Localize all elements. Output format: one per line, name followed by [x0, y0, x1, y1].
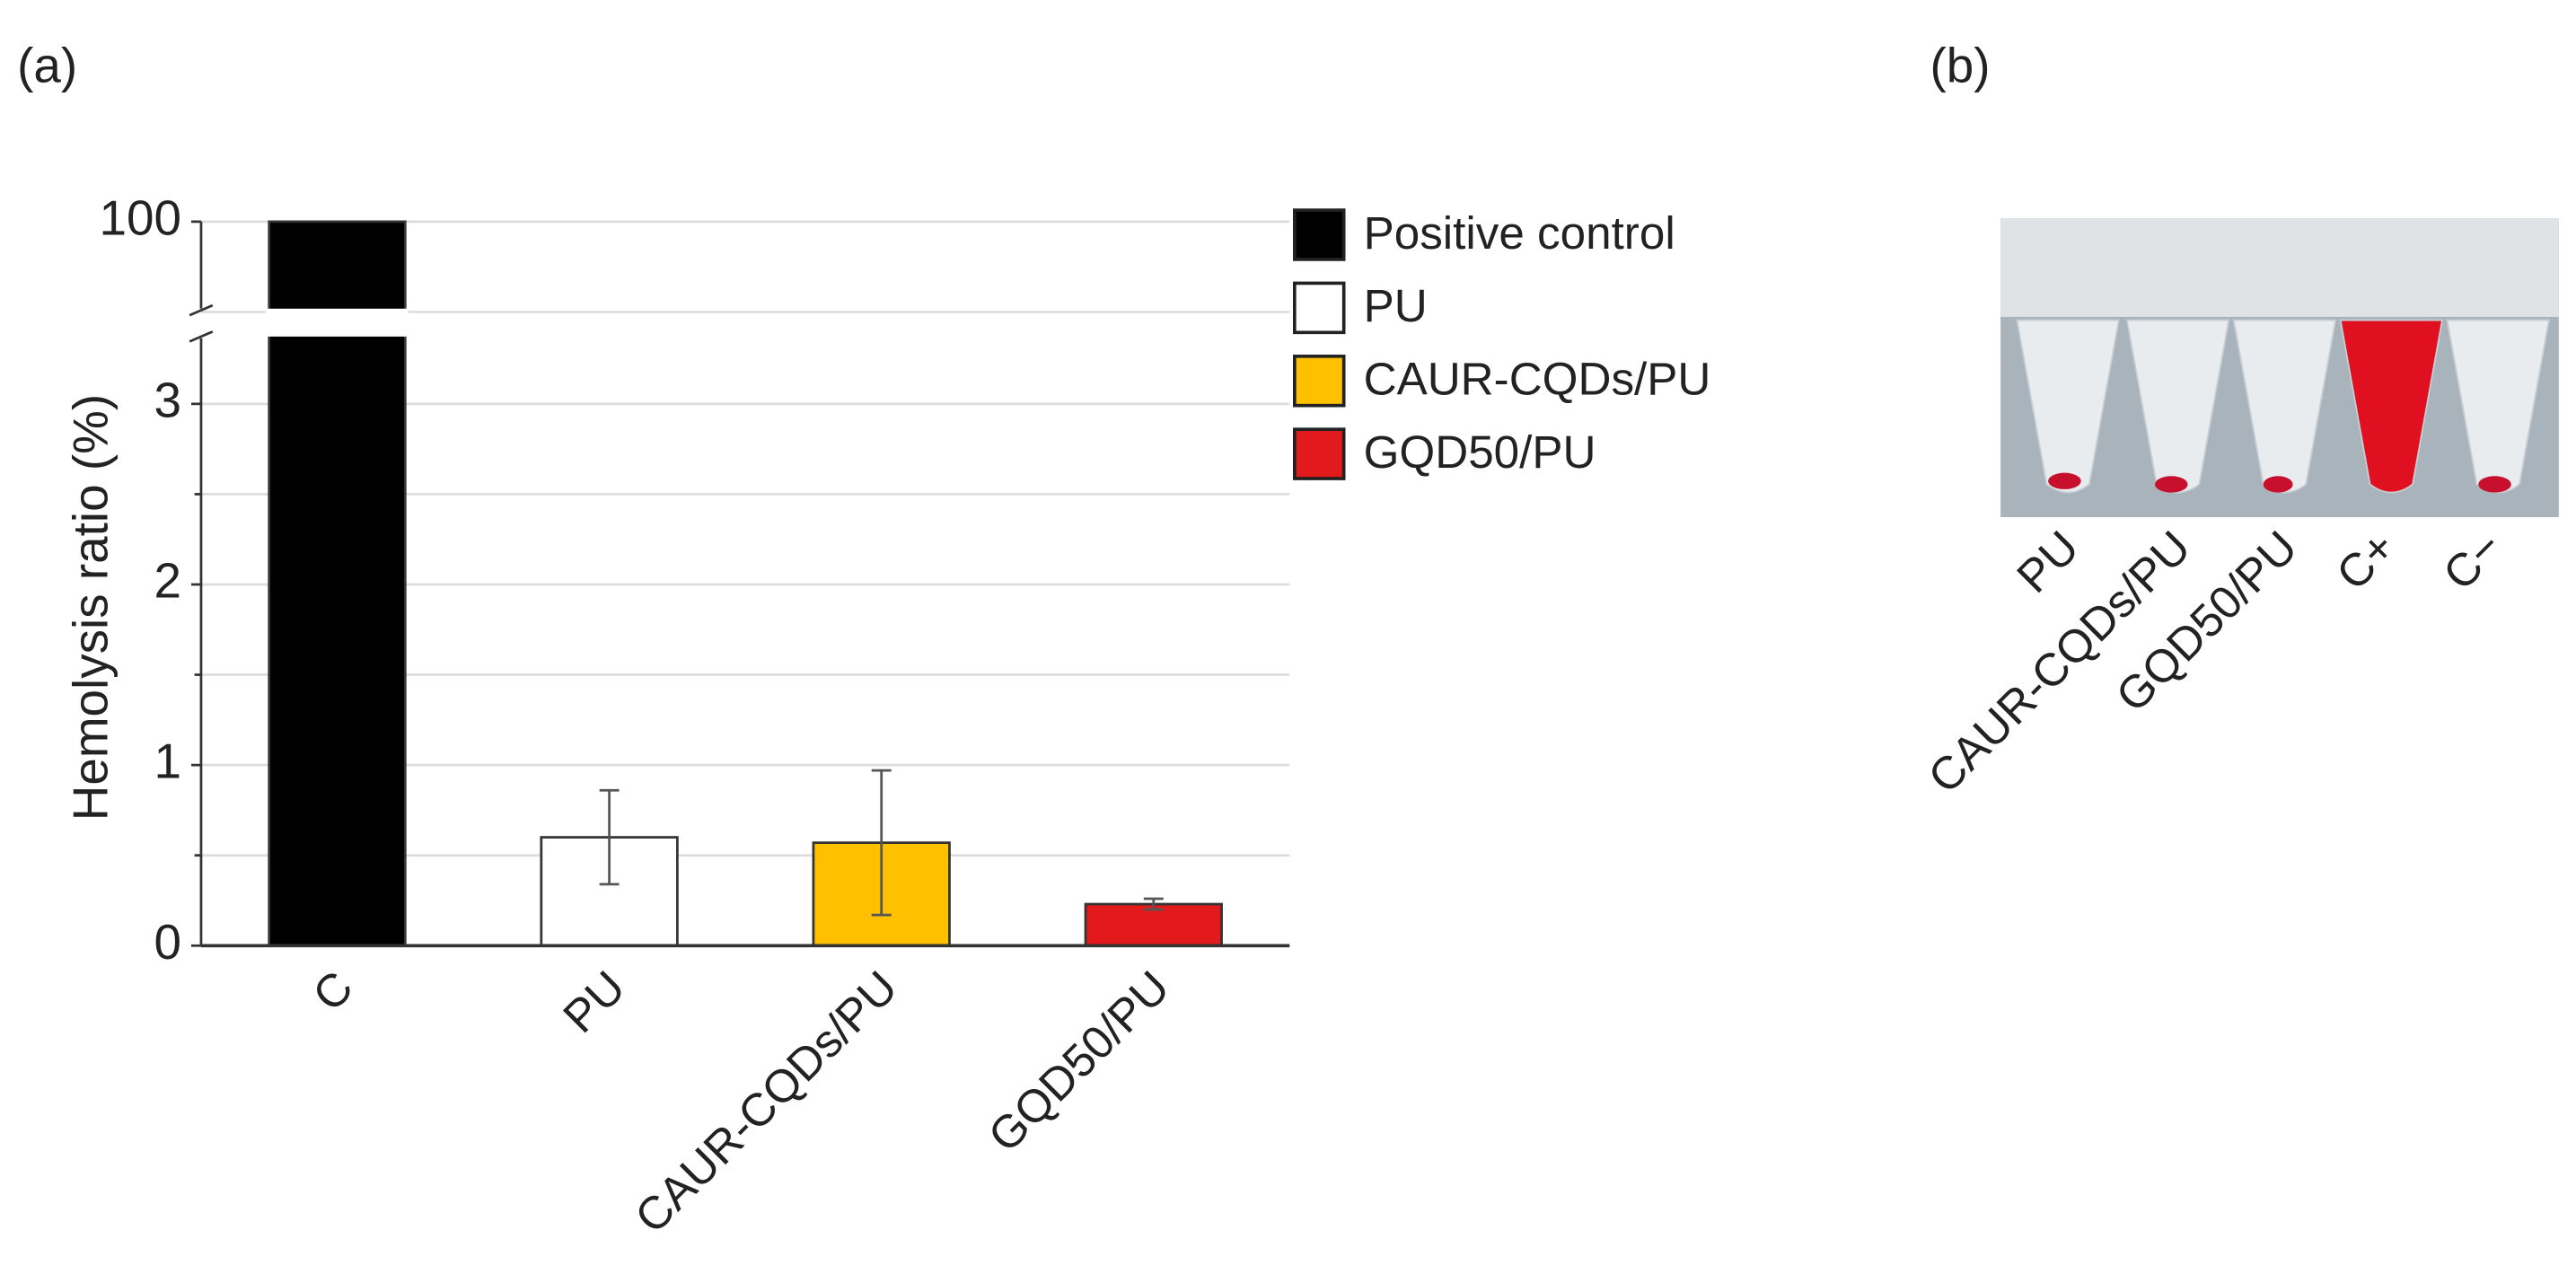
tube — [2339, 319, 2444, 494]
axis-break — [189, 330, 214, 343]
bar — [268, 220, 407, 947]
legend-label: PU — [1364, 280, 1428, 331]
tube — [2446, 319, 2550, 494]
pellet — [2155, 476, 2188, 493]
y-tick-label: 0 — [154, 914, 182, 970]
break-gap — [266, 308, 409, 337]
y-tick-label: 2 — [154, 552, 182, 608]
y-tick-label: 100 — [100, 189, 182, 245]
panel-label: (a) — [17, 37, 77, 92]
y-tick-label: 3 — [154, 372, 182, 427]
legend-swatch — [1292, 281, 1346, 335]
legend-swatch — [1292, 354, 1346, 408]
tube — [2016, 319, 2120, 494]
legend-swatch — [1292, 208, 1346, 261]
y-tick-label: 1 — [154, 734, 182, 789]
photo-top — [2000, 218, 2559, 317]
legend-label: Positive control — [1364, 207, 1675, 259]
legend-label: GQD50/PU — [1364, 426, 1596, 478]
legend-label: CAUR-CQDs/PU — [1364, 354, 1711, 405]
panel-label: (b) — [1930, 37, 1990, 92]
tube-photo — [2000, 218, 2559, 518]
pellet — [2048, 472, 2081, 489]
legend-swatch — [1292, 427, 1346, 480]
axis-break — [189, 303, 214, 317]
bar — [1084, 902, 1223, 947]
y-axis-title: Hemolysis ratio (%) — [63, 394, 119, 821]
pellet — [2263, 476, 2293, 493]
pellet — [2478, 476, 2511, 493]
